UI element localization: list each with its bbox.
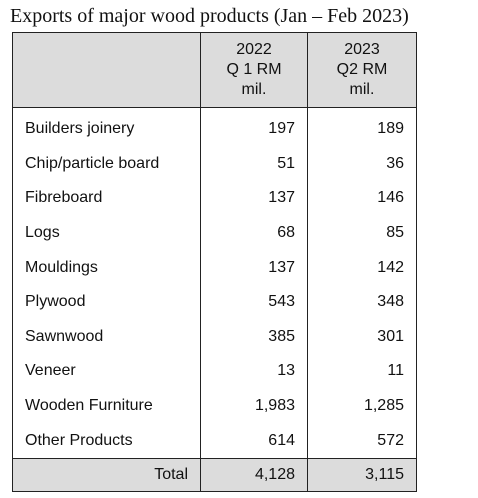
value-2023: 1,285 xyxy=(307,388,417,424)
header-2022-unit: mil. xyxy=(241,81,267,98)
value-2022: 1,983 xyxy=(200,388,308,424)
value-2023: 572 xyxy=(307,423,417,459)
total-label: Total xyxy=(12,457,201,492)
table-row: Chip/particle board 51 36 xyxy=(12,146,417,182)
table-row: Builders joinery 197 189 xyxy=(12,107,417,147)
value-2023: 301 xyxy=(307,319,417,355)
product-label: Wooden Furniture xyxy=(12,388,201,424)
table-row: Veneer 13 11 xyxy=(12,354,417,389)
value-2022: 137 xyxy=(200,250,308,285)
table-row: Other Products 614 572 xyxy=(12,423,417,459)
value-2023: 142 xyxy=(307,250,417,285)
product-label: Chip/particle board xyxy=(12,146,201,182)
product-label: Sawnwood xyxy=(12,319,201,355)
table-row: Logs 68 85 xyxy=(12,215,417,251)
value-2023: 85 xyxy=(307,215,417,251)
product-label: Veneer xyxy=(12,354,201,389)
table-title: Exports of major wood products (Jan – Fe… xyxy=(10,5,409,27)
table-row: Wooden Furniture 1,983 1,285 xyxy=(12,388,417,424)
value-2022: 543 xyxy=(200,284,308,320)
table-row: Plywood 543 348 xyxy=(12,284,417,320)
header-row: 2022 Q 1 RM mil. 2023 Q2 RM mil. xyxy=(12,32,417,108)
value-2022: 68 xyxy=(200,215,308,251)
value-2022: 51 xyxy=(200,146,308,182)
table-row: Mouldings 137 142 xyxy=(12,250,417,285)
product-label: Plywood xyxy=(12,284,201,320)
table-row: Sawnwood 385 301 xyxy=(12,319,417,355)
header-2023: 2023 Q2 RM mil. xyxy=(307,32,417,108)
total-row: Total 4,128 3,115 xyxy=(12,457,417,492)
value-2022: 197 xyxy=(200,107,308,147)
header-2023-unit: mil. xyxy=(349,81,375,98)
header-2022-period: Q 1 RM xyxy=(226,61,282,78)
value-2023: 189 xyxy=(307,107,417,147)
product-label: Other Products xyxy=(12,423,201,459)
value-2023: 11 xyxy=(307,354,417,389)
header-empty-cell xyxy=(12,32,201,108)
header-2022-year: 2022 xyxy=(236,41,272,58)
value-2023: 146 xyxy=(307,181,417,216)
product-label: Fibreboard xyxy=(12,181,201,216)
header-2023-period: Q2 RM xyxy=(336,61,388,78)
product-label: Mouldings xyxy=(12,250,201,285)
header-2023-year: 2023 xyxy=(344,41,380,58)
exports-table: 2022 Q 1 RM mil. 2023 Q2 RM mil. Builder… xyxy=(12,32,417,492)
value-2023: 348 xyxy=(307,284,417,320)
product-label: Builders joinery xyxy=(12,107,201,147)
header-2022: 2022 Q 1 RM mil. xyxy=(200,32,308,108)
total-2023: 3,115 xyxy=(307,457,417,492)
value-2022: 385 xyxy=(200,319,308,355)
value-2023: 36 xyxy=(307,146,417,182)
value-2022: 137 xyxy=(200,181,308,216)
value-2022: 614 xyxy=(200,423,308,459)
product-label: Logs xyxy=(12,215,201,251)
total-2022: 4,128 xyxy=(200,457,308,492)
value-2022: 13 xyxy=(200,354,308,389)
table-row: Fibreboard 137 146 xyxy=(12,181,417,216)
